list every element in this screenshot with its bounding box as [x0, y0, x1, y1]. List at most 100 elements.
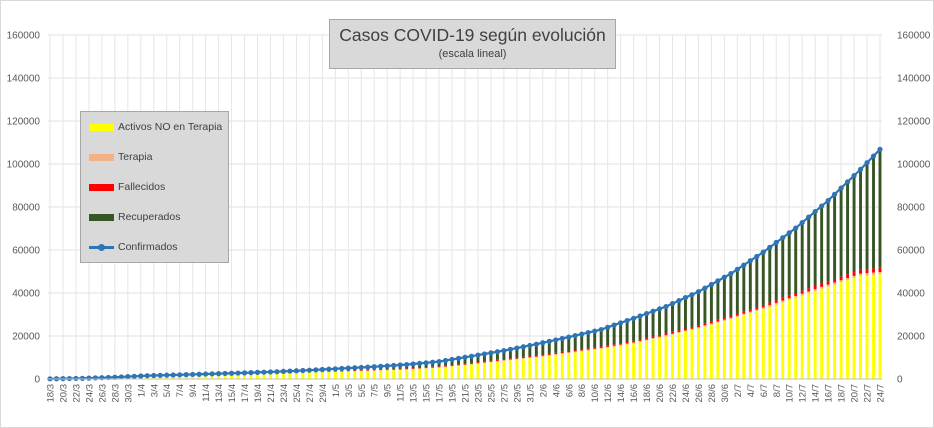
bar-terapia-58: [424, 367, 428, 369]
confirmados-point-4: [73, 375, 79, 382]
bar-activos-42: [320, 372, 324, 379]
confirmados-point-118: [812, 208, 818, 215]
bar-terapia-65: [470, 363, 473, 365]
bar-activos-105: [729, 319, 733, 379]
bar-activos-100: [696, 328, 700, 379]
legend-label-activos: Activos NO en Terapia: [118, 121, 223, 133]
bar-recuperados-82: [580, 334, 584, 350]
confirmados-point-5: [79, 375, 86, 381]
x-tick-19: 25/4: [292, 384, 303, 403]
bar-activos-95: [664, 336, 668, 379]
y-tick-right-5: 100000: [897, 160, 931, 171]
chart-title: Casos COVID-19 según evolución: [339, 25, 606, 45]
bar-terapia-62: [450, 365, 454, 367]
y-axis-right: 0 20000 40000 60000 80000 100000 120000 140000 1…: [897, 31, 931, 386]
bar-activos-98: [684, 331, 687, 379]
bar-activos-109: [755, 311, 759, 379]
confirmados-point-52: [384, 363, 390, 369]
confirmados-point-49: [365, 364, 371, 370]
bar-recuperados-121: [833, 194, 837, 279]
bar-fallecidos-89: [625, 341, 629, 344]
bar-recuperados-101: [703, 288, 707, 324]
confirmados-point-51: [378, 363, 384, 369]
confirmados-point-8: [99, 375, 105, 381]
bar-recuperados-83: [586, 332, 590, 349]
confirmados-point-121: [832, 191, 838, 197]
legend-item-activos: Activos NO en Terapia: [89, 120, 222, 134]
y-tick-left-6: 120000: [7, 117, 41, 128]
bar-activos-46: [346, 371, 350, 379]
confirmados-point-14: [138, 373, 144, 379]
bar-recuperados-66: [476, 355, 480, 363]
bar-activos-84: [593, 349, 597, 379]
x-tick-44: 14/6: [616, 384, 627, 403]
confirmados-point-19: [170, 372, 176, 378]
x-tick-32: 21/5: [461, 384, 472, 403]
bar-recuperados-119: [820, 206, 824, 284]
bar-activos-44: [333, 372, 337, 379]
confirmados-point-47: [352, 365, 358, 371]
x-tick-10: 7/4: [175, 384, 186, 397]
bar-activos-114: [787, 300, 791, 379]
confirmados-point-22: [190, 371, 196, 378]
confirmados-point-81: [572, 332, 578, 339]
bar-fallecidos-118: [813, 285, 817, 290]
confirmados-point-57: [417, 360, 423, 366]
bar-activos-34: [269, 373, 272, 379]
confirmados-point-76: [540, 340, 546, 346]
bar-activos-85: [599, 348, 603, 379]
confirmados-point-105: [728, 271, 734, 277]
bar-fallecidos-125: [859, 269, 863, 274]
bar-terapia-99: [690, 328, 694, 331]
bar-activos-75: [534, 357, 538, 379]
bar-activos-61: [444, 367, 448, 379]
bar-fallecidos-75: [534, 355, 538, 357]
confirmados-point-124: [851, 173, 857, 179]
bar-fallecidos-70: [502, 359, 506, 361]
bar-terapia-75: [534, 356, 538, 358]
y-tick-right-7: 140000: [897, 74, 931, 85]
confirmados-point-30: [241, 370, 248, 376]
x-tick-18: 23/4: [279, 384, 290, 403]
bar-activos-94: [658, 337, 661, 379]
x-tick-13: 13/4: [214, 384, 225, 403]
confirmados-point-43: [326, 366, 332, 372]
bar-fallecidos-58: [424, 367, 428, 368]
x-tick-52: 30/6: [720, 384, 731, 403]
x-tick-41: 8/6: [577, 384, 588, 397]
confirmados-point-66: [475, 352, 481, 358]
bar-activos-99: [690, 330, 694, 379]
bar-fallecidos-85: [599, 346, 603, 348]
bar-terapia-91: [638, 340, 642, 343]
bar-fallecidos-86: [606, 345, 610, 347]
bar-activos-79: [560, 354, 564, 379]
bar-recuperados-86: [606, 327, 610, 346]
bar-terapia-68: [489, 361, 493, 363]
y-tick-left-0: 0: [34, 375, 40, 386]
x-tick-39: 4/6: [551, 384, 562, 397]
bar-activos-116: [800, 295, 804, 379]
bar-fallecidos-111: [768, 302, 772, 306]
bar-activos-127: [872, 274, 875, 379]
bar-activos-39: [301, 372, 305, 379]
confirmados-point-62: [449, 356, 455, 363]
bar-terapia-56: [411, 368, 415, 370]
bar-fallecidos-119: [820, 283, 824, 287]
x-tick-38: 2/6: [538, 384, 549, 397]
bar-fallecidos-82: [580, 349, 584, 351]
x-tick-12: 11/4: [201, 384, 212, 402]
bar-fallecidos-128: [878, 267, 882, 272]
confirmados-point-93: [650, 308, 656, 314]
confirmados-point-36: [280, 368, 287, 374]
bar-terapia-78: [554, 354, 558, 355]
x-tick-11: 9/4: [188, 384, 199, 397]
confirmados-point-11: [118, 374, 124, 380]
bar-activos-45: [340, 371, 344, 379]
bar-activos-122: [839, 282, 843, 379]
bar-terapia-74: [528, 357, 532, 359]
x-tick-16: 19/4: [253, 384, 264, 403]
bar-activos-49: [366, 371, 370, 379]
bar-fallecidos-76: [541, 354, 545, 356]
confirmados-point-116: [799, 219, 805, 226]
bar-fallecidos-80: [567, 350, 571, 353]
